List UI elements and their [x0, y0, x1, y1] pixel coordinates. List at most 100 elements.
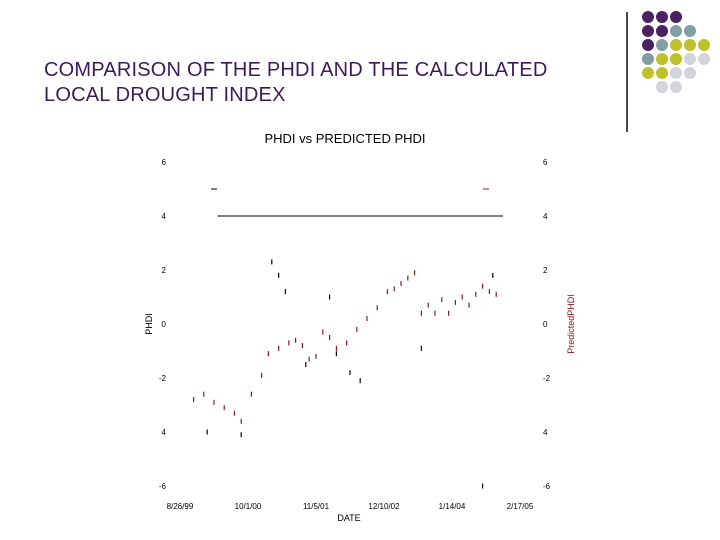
predicted-phdi-point	[267, 351, 269, 357]
decorative-dot	[670, 25, 682, 37]
decorative-dot	[642, 39, 654, 51]
decorative-dot	[670, 67, 682, 79]
y-tick-label-right: -2	[543, 374, 551, 383]
y-axis-label-left: PHDI	[144, 313, 154, 335]
y-tick-label-left: 4	[162, 212, 167, 221]
predicted-phdi-point	[356, 326, 358, 332]
decorative-dot	[656, 53, 668, 65]
predicted-phdi-point	[414, 270, 416, 276]
slide-title-line-2: LOCAL DROUGHT INDEX	[44, 84, 286, 106]
decorative-dot	[656, 25, 668, 37]
predicted-phdi-point	[233, 410, 235, 416]
decorative-dot	[684, 53, 696, 65]
x-ticks: 8/26/99 10/1/00 11/5/01 12/10/02 1/14/04 2/17…	[167, 502, 534, 511]
y-tick-label-right: -6	[543, 482, 551, 491]
decorative-vertical-rule	[626, 12, 628, 132]
predicted-phdi-point	[420, 310, 422, 316]
y-tick-label-left: 2	[162, 266, 167, 275]
phdi-point	[420, 345, 422, 351]
predicted-phdi-point	[427, 302, 429, 308]
predicted-phdi-point	[193, 397, 195, 403]
predicted-phdi-point	[376, 305, 378, 311]
phdi-point	[335, 351, 337, 357]
predicted-phdi-point	[475, 291, 477, 297]
y-tick-label-right: 4	[543, 428, 548, 437]
predicted-phdi-point	[315, 353, 317, 359]
x-tick-label: 10/1/00	[235, 502, 262, 511]
predicted-phdi-point	[400, 281, 402, 286]
predicted-phdi-point	[223, 405, 225, 411]
predicted-phdi-point	[482, 283, 484, 289]
predicted-phdi-point	[454, 299, 456, 305]
phdi-point	[482, 483, 484, 489]
series-predictedphdi	[193, 188, 497, 424]
decorative-dot	[698, 53, 710, 65]
predicted-phdi-point	[407, 275, 409, 281]
predicted-phdi-point	[240, 418, 242, 424]
y-ticks-right: 6 4 2 0 -2 4 -6	[543, 158, 551, 491]
decorative-dot	[670, 11, 682, 23]
y-tick-label-right: 6	[543, 158, 548, 167]
phdi-point	[284, 289, 286, 295]
decorative-dot	[642, 25, 654, 37]
predicted-phdi-point	[261, 372, 263, 378]
predicted-phdi-point	[448, 310, 450, 316]
predicted-phdi-point	[288, 340, 290, 346]
phdi-point	[305, 362, 307, 367]
decorative-dot	[656, 11, 668, 23]
phdi-point	[240, 432, 242, 438]
predicted-phdi-point	[322, 329, 324, 335]
predicted-phdi-point	[461, 294, 463, 300]
decorative-dot	[656, 39, 668, 51]
y-tick-label-left: 4	[162, 428, 167, 437]
x-tick-label: 2/17/05	[507, 502, 534, 511]
decorative-dot	[684, 39, 696, 51]
chart-marks	[193, 188, 503, 489]
decorative-dot	[642, 11, 654, 23]
y-tick-label-right: 2	[543, 266, 548, 275]
phdi-point	[349, 370, 351, 376]
phdi-point	[329, 294, 331, 300]
predicted-phdi-point	[488, 289, 490, 295]
y-tick-label-left: -2	[159, 374, 167, 383]
slide-title: COMPARISON OF THE PHDI AND THE CALCULATE…	[44, 58, 624, 108]
predicted-phdi-point	[335, 345, 337, 351]
predicted-phdi-point	[386, 289, 388, 295]
predicted-phdi-point	[203, 391, 205, 397]
decorative-dot	[642, 67, 654, 79]
y-axis-label-right: PredictedPHDI	[566, 294, 576, 354]
x-axis-label: DATE	[337, 513, 360, 523]
decorative-dot	[698, 39, 710, 51]
series-phdi	[206, 188, 503, 489]
phdi-point	[278, 272, 280, 278]
y-tick-label-left: 0	[162, 320, 167, 329]
x-tick-label: 11/5/01	[303, 502, 330, 511]
decorative-dot	[684, 25, 696, 37]
phdi-point	[492, 272, 494, 278]
x-tick-label: 8/26/99	[167, 502, 194, 511]
decorative-dot-grid	[640, 10, 720, 120]
predicted-phdi-point	[366, 316, 368, 322]
decorative-dot	[670, 53, 682, 65]
decorative-dot	[670, 39, 682, 51]
phdi-point	[271, 259, 273, 265]
slide-title-line-1: COMPARISON OF THE PHDI AND THE CALCULATE…	[44, 59, 548, 81]
y-ticks-left: 6 4 2 0 -2 4 -6	[159, 158, 167, 491]
y-tick-label-right: 0	[543, 320, 548, 329]
predicted-phdi-point	[295, 337, 297, 343]
predicted-phdi-point	[301, 343, 303, 349]
predicted-phdi-point	[329, 335, 331, 340]
predicted-phdi-point	[434, 310, 436, 316]
predicted-phdi-point	[278, 345, 280, 351]
predicted-phdi-point	[441, 297, 443, 303]
predicted-phdi-point	[468, 302, 470, 308]
predicted-phdi-point	[495, 291, 497, 297]
decorative-dot	[642, 53, 654, 65]
y-tick-label-left: -6	[159, 482, 167, 491]
decorative-dot	[656, 67, 668, 79]
decorative-dot	[684, 67, 696, 79]
decorative-dot	[670, 81, 682, 93]
predicted-phdi-point	[213, 399, 215, 405]
y-tick-label-right: 4	[543, 212, 548, 221]
